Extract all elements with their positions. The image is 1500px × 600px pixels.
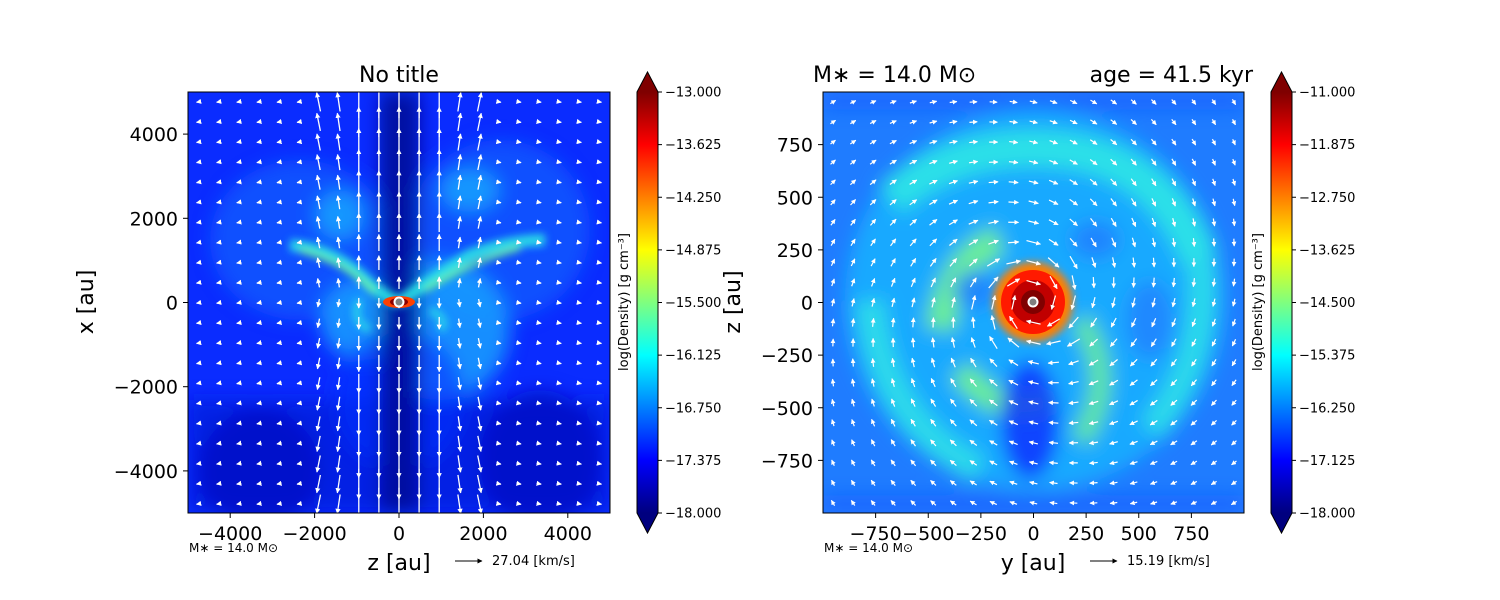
left-y-tick-label: 4000 bbox=[130, 124, 178, 146]
right-panel: M∗ = 14.0 M⊙ age = 41.5 kyr bbox=[721, 63, 1254, 576]
left-panel: No title bbox=[74, 63, 611, 576]
right-colorbar-label: log(Density) [g cm⁻³] bbox=[1251, 233, 1266, 371]
right-colorbar-tick-label: −18.000 bbox=[1299, 507, 1355, 522]
left-y-tick-label: 0 bbox=[166, 293, 178, 315]
left-x-tick-label: 4000 bbox=[544, 523, 592, 545]
left-x-tick-label: 0 bbox=[393, 523, 405, 545]
left-velocity-arrows bbox=[196, 92, 602, 513]
right-title-mass: M∗ = 14.0 M⊙ bbox=[813, 63, 976, 88]
left-y-tick-label: −2000 bbox=[114, 377, 178, 399]
left-y-tick-label: −4000 bbox=[114, 461, 178, 483]
right-colorbar-tick-label: −11.000 bbox=[1299, 86, 1355, 101]
left-colorbar-tick-label: −14.875 bbox=[665, 243, 721, 258]
right-mass-note: M∗ = 14.0 M⊙ bbox=[824, 541, 913, 555]
right-density-map bbox=[823, 92, 1244, 513]
right-x-tick-label: 500 bbox=[1121, 523, 1157, 545]
left-y-tick-label: 2000 bbox=[130, 208, 178, 230]
right-x-tick-label: 750 bbox=[1173, 523, 1209, 545]
left-colorbar-tick-label: −13.625 bbox=[665, 138, 721, 153]
right-y-label: z [au] bbox=[721, 270, 746, 333]
left-colorbar: −13.000 −13.625 −14.250 −14.875 −15.500 −16.1… bbox=[617, 70, 721, 535]
left-colorbar-min-triangle bbox=[637, 513, 658, 533]
right-x-tick-label: 250 bbox=[1068, 523, 1104, 545]
left-colorbar-tick-label: −16.125 bbox=[665, 349, 721, 364]
right-x-label: y [au] bbox=[1001, 551, 1066, 576]
left-colorbar-tick-label: −14.250 bbox=[665, 191, 721, 206]
right-colorbar-tick-label: −12.750 bbox=[1299, 191, 1355, 206]
left-y-ticks: 4000 2000 0 −2000 −4000 bbox=[114, 124, 188, 483]
right-y-tick-label: 500 bbox=[777, 187, 813, 209]
right-colorbar-tick-label: −11.875 bbox=[1299, 138, 1355, 153]
right-y-tick-label: −500 bbox=[761, 398, 813, 420]
right-colorbar-tick-label: −15.375 bbox=[1299, 349, 1355, 364]
left-x-ticks: −4000 −2000 0 2000 4000 bbox=[198, 513, 592, 545]
left-title: No title bbox=[359, 63, 439, 88]
right-y-tick-label: 250 bbox=[777, 240, 813, 262]
right-colorbar-tick-label: −14.500 bbox=[1299, 296, 1355, 311]
left-colorbar-tick-label: −17.375 bbox=[665, 454, 721, 469]
left-density-map bbox=[188, 92, 610, 513]
right-colorbar: −11.000 −11.875 −12.750 −13.625 −14.500 −15.3… bbox=[1251, 70, 1355, 535]
left-colorbar-label: log(Density) [g cm⁻³] bbox=[617, 233, 632, 371]
right-colorbar-max-triangle bbox=[1271, 72, 1292, 92]
left-colorbar-tick-label: −13.000 bbox=[665, 86, 721, 101]
left-x-label: z [au] bbox=[367, 551, 430, 576]
left-x-tick-label: −2000 bbox=[282, 523, 346, 545]
right-x-tick-label: −250 bbox=[955, 523, 1007, 545]
right-star-marker bbox=[1027, 296, 1039, 308]
left-y-label: x [au] bbox=[74, 270, 99, 335]
right-y-tick-label: −750 bbox=[761, 450, 813, 472]
right-velocity-arrows bbox=[830, 99, 1237, 506]
right-colorbar-ticks: −11.000 −11.875 −12.750 −13.625 −14.500 −15.3… bbox=[1292, 86, 1355, 522]
left-star-marker bbox=[393, 296, 405, 308]
right-x-tick-label: 0 bbox=[1027, 523, 1039, 545]
right-y-tick-label: 0 bbox=[801, 293, 813, 315]
left-x-tick-label: −4000 bbox=[198, 523, 262, 545]
right-x-ticks: −750 −500 −250 0 250 500 750 bbox=[850, 513, 1210, 545]
right-x-tick-label: −500 bbox=[902, 523, 954, 545]
left-x-tick-label: 2000 bbox=[459, 523, 507, 545]
left-colorbar-tick-label: −15.500 bbox=[665, 296, 721, 311]
right-y-tick-label: 750 bbox=[777, 135, 813, 157]
right-colorbar-tick-label: −17.125 bbox=[1299, 454, 1355, 469]
right-colorbar-min-triangle bbox=[1271, 513, 1292, 533]
left-mass-note: M∗ = 14.0 M⊙ bbox=[189, 541, 278, 555]
right-y-tick-label: −250 bbox=[761, 345, 813, 367]
right-colorbar-tick-label: −13.625 bbox=[1299, 243, 1355, 258]
right-colorbar-tick-label: −16.250 bbox=[1299, 401, 1355, 416]
right-x-tick-label: −750 bbox=[850, 523, 902, 545]
right-arrow-key-label: 15.19 [km/s] bbox=[1127, 554, 1210, 569]
left-colorbar-gradient bbox=[637, 92, 658, 513]
left-colorbar-tick-label: −16.750 bbox=[665, 401, 721, 416]
left-colorbar-tick-label: −18.000 bbox=[665, 507, 721, 522]
left-arrow-key-label: 27.04 [km/s] bbox=[492, 554, 575, 569]
right-colorbar-gradient bbox=[1271, 92, 1292, 513]
right-y-ticks: 750 500 250 0 −250 −500 −750 bbox=[761, 135, 823, 472]
right-title-age: age = 41.5 kyr bbox=[1090, 63, 1254, 88]
left-colorbar-ticks: −13.000 −13.625 −14.250 −14.875 −15.500 −16.1… bbox=[658, 86, 721, 522]
left-colorbar-max-triangle bbox=[637, 72, 658, 92]
